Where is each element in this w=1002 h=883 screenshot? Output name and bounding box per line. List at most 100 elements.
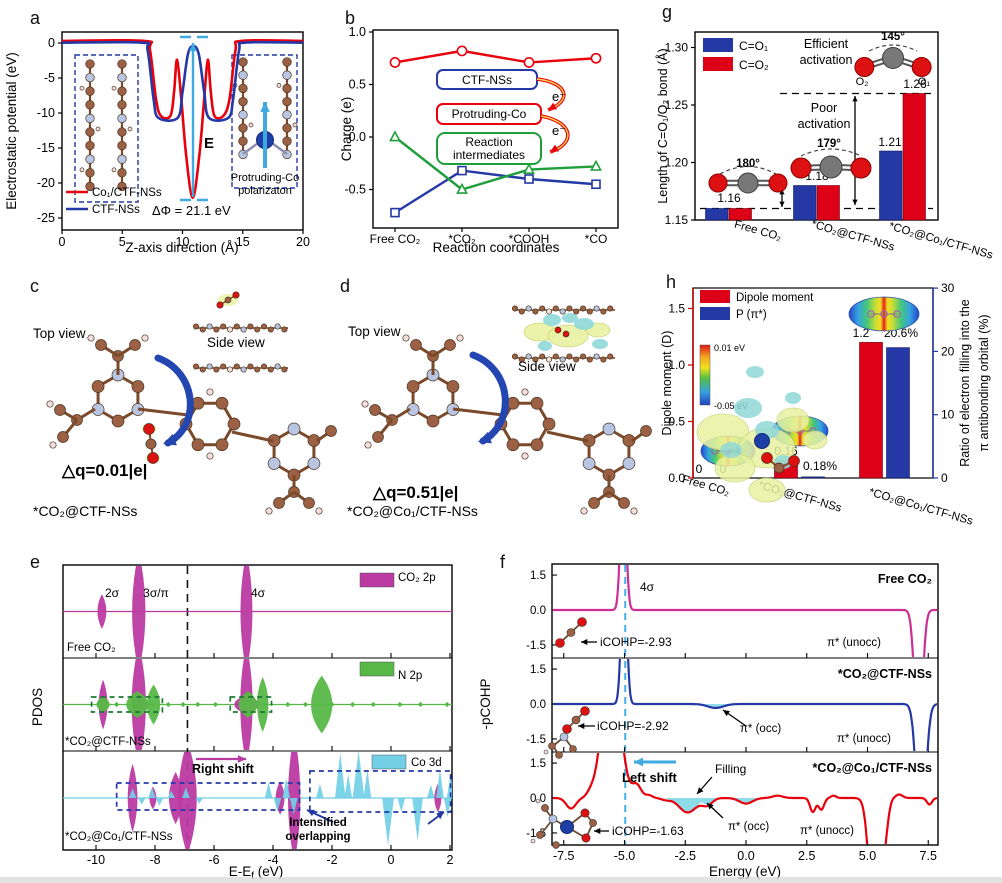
chain-atom [238,110,248,120]
b-flowbox-ctf-label: CTF-NSs [462,73,512,87]
side-atom [267,326,274,333]
icon-atom [555,751,563,759]
panel-f-shapes: -7.5 -5.0 -2.5 0.0 2.5 5.0 7.5 1.5 0.0 -1.5 1.5 0.0… [526,563,939,863]
carbon-atom [882,47,904,69]
pcohp-curve [553,753,937,844]
bar-value-label: 1.21 [878,135,902,149]
arrow-head [436,812,444,820]
icon-atom [536,831,544,839]
co3d-peak [334,752,346,798]
chain-atom [117,181,127,192]
oxygen-atom [911,57,932,78]
side-atom [199,326,206,333]
co3d-peak [155,798,164,806]
side-atom [220,363,227,370]
side-atom [192,363,200,370]
side-atom [586,308,593,315]
arrow-head [237,755,246,763]
isosurface-yellow [776,407,810,433]
n2p-dot [417,701,424,708]
link-bond [231,430,274,443]
branch-atom [95,339,107,351]
branch-atom [640,425,652,437]
chain-atom [282,57,292,67]
a-efield-label: E [204,135,214,152]
panel-f: -7.5 -5.0 -2.5 0.0 2.5 5.0 7.5 1.5 0.0 -1.5 1.5 0.0… [478,552,939,879]
co3d-peak [282,778,291,798]
chain-atom [85,140,95,151]
oxygen-atom [768,173,788,193]
x-tick-label: 2 [447,853,454,867]
side-atom [593,353,600,360]
y-tick-label: -15 [37,141,55,155]
carbon-atom [737,172,759,194]
n2p-dot [261,701,267,708]
y-tick-label: 0.5 [349,78,366,92]
branch-atom [57,431,69,443]
panel-a-shapes: 0 -5 -10 -15 -20 -25 0 5 10 15 20 [37,31,310,249]
h-y-axis-label-right-2: π antibonding orbital (%) [977,314,991,451]
pdos-peak [240,566,253,657]
side-atom [233,363,240,370]
chain-atom [117,86,127,96]
flowbox-protruding-co [436,103,542,125]
side-atom [593,305,600,312]
ring-atom [91,380,105,393]
oxygen-atom [761,452,773,464]
bar-value-label: 1.2 [853,326,870,340]
f-sub3-unocc-label: π* (unocc) [800,825,854,837]
h-atom [206,452,214,460]
f-sub2-icohp: iCOHP=-2.92 [597,719,669,733]
h-atom [521,388,529,396]
isosurface-cyan [720,442,742,458]
y-tick-label-right: 30 [941,281,955,295]
series-line [394,169,597,214]
f-sub2-unocc-label: π* (unocc) [837,733,891,745]
n2p-dot [212,701,219,708]
side-atom [247,323,254,330]
chain-atom [85,127,95,137]
panel-label-c: c [30,276,39,296]
carbon-atom [819,155,843,179]
side-atom [260,363,268,370]
g-angle-179: 179° [817,138,841,150]
chain-atom [282,70,292,80]
marker-square [457,165,467,176]
branch-atom [273,497,285,509]
h-atom [95,126,101,132]
side-atom [213,366,220,373]
series-line [394,136,597,191]
ring-atom [227,417,241,431]
icon-atom [577,617,587,627]
branch-atom [369,404,381,416]
side-atom [274,323,281,330]
co3d-peak [167,790,176,798]
ring-atom [530,438,544,452]
icon-atom [581,833,591,843]
charge-transfer-arrow [154,354,194,447]
ring-atom [267,457,281,470]
x-tick-label: -7.5 [553,849,575,863]
a-legend-ctf: CTF-NSs [92,204,140,216]
n2p-dot [444,701,450,708]
ring-atom [426,414,440,428]
oxygen-atom [708,173,728,193]
arrow-head [779,189,785,195]
side-atom [274,363,281,370]
branch-atom [54,404,66,416]
side-atom [260,323,268,330]
f-4sigma-label: 4σ [640,580,655,594]
bar-co2 [728,208,752,221]
x-category-label: *COOH [509,232,550,246]
n2p-dot [302,701,309,708]
y-tick-label: -20 [37,176,55,190]
side-atom [552,305,559,312]
d-side-view-label: Side view [518,359,576,374]
oxygen-atom [854,57,875,78]
b-x-axis-label: Reaction coordinates [433,240,560,255]
h-atom [79,167,85,173]
side-atom [247,363,254,370]
e-legend-co-3d: Co 3d [411,757,442,769]
ring-atom [191,438,205,452]
